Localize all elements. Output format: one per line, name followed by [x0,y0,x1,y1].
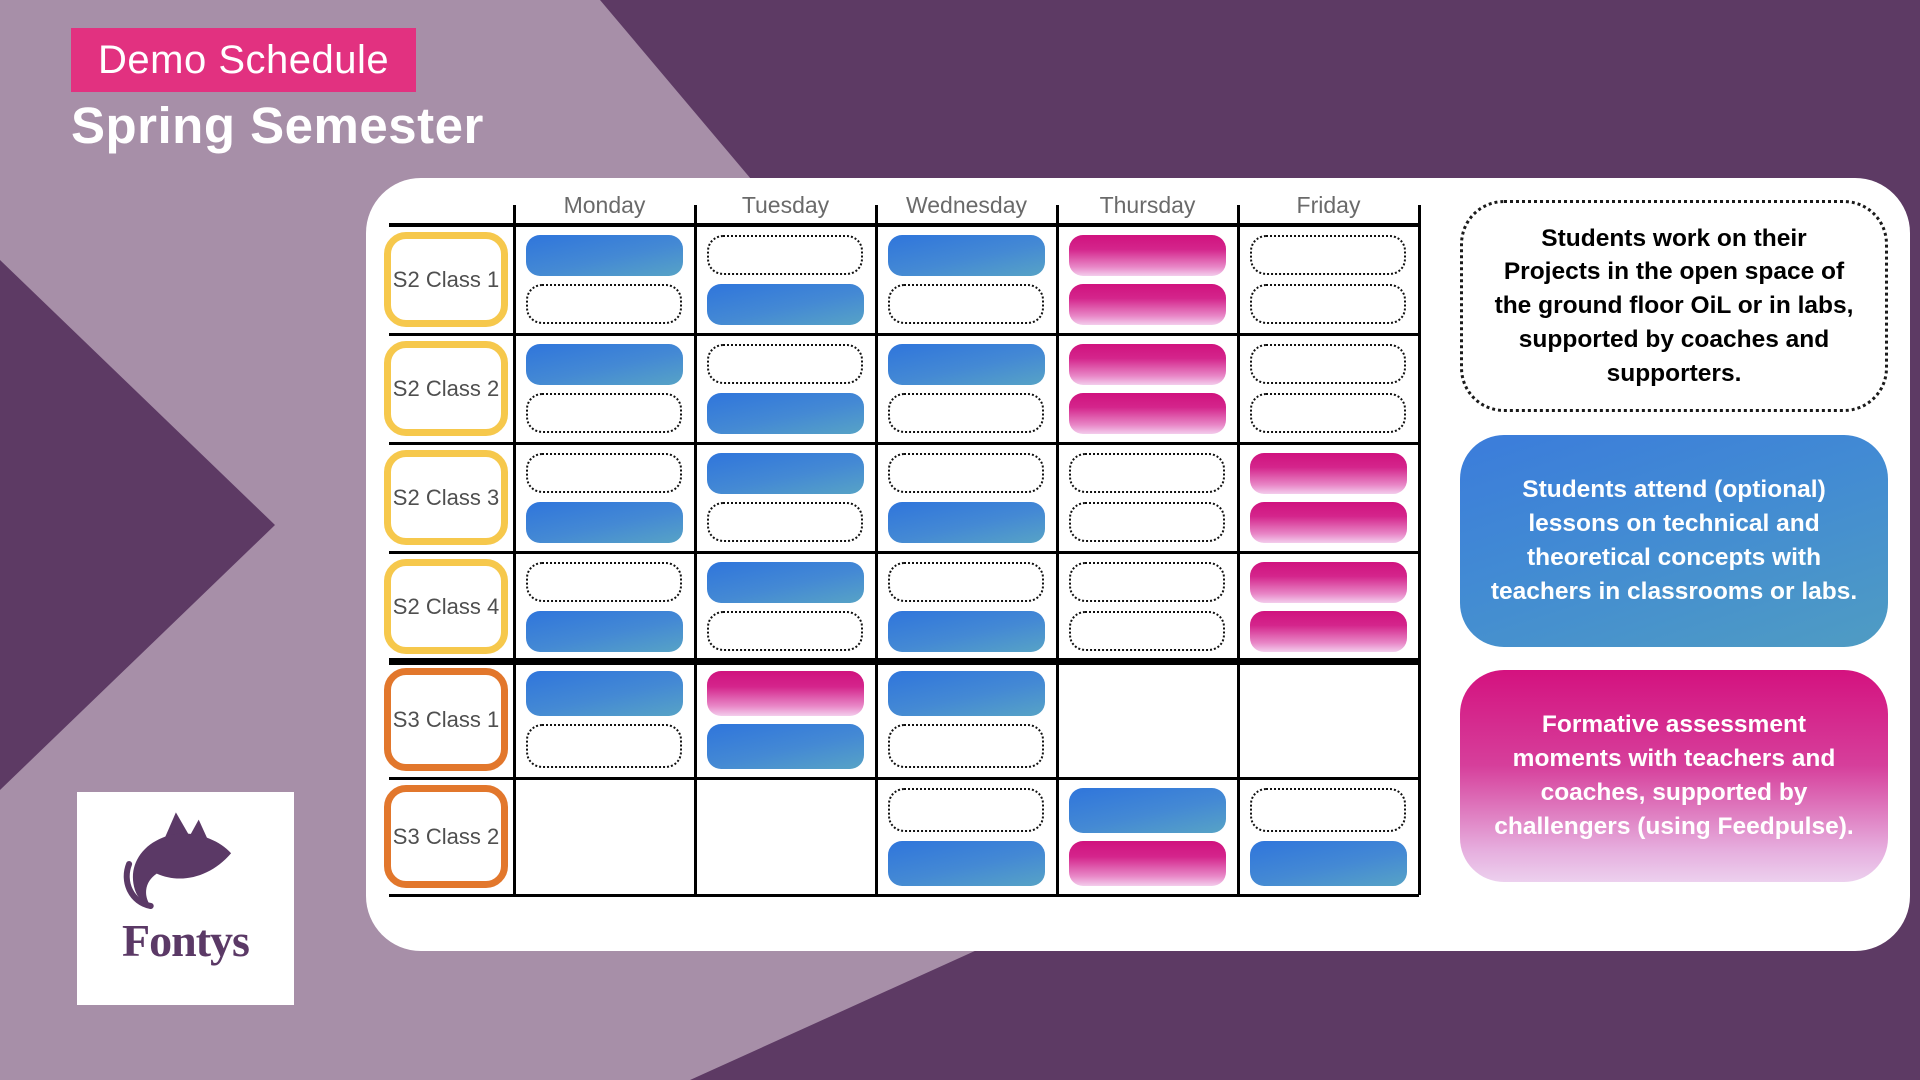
pill-project [526,453,682,493]
pill-lesson [707,562,864,603]
pill-project [707,502,863,542]
legend-assessment-text: Formative assessment moments with teache… [1494,711,1854,840]
fontys-logo-text: Fontys [122,915,250,966]
grid-line [389,550,1419,554]
legend-project-work: Students work on their Projects in the o… [1460,200,1888,412]
pill-assessment [707,671,864,716]
pill-lesson [888,611,1045,652]
pill-lesson [888,502,1045,543]
grid-line [1055,205,1059,895]
pill-lesson [526,235,683,276]
pill-lesson [888,344,1045,385]
grid-line [874,205,878,895]
pill-lesson [526,671,683,716]
page-title: Spring Semester [71,97,484,154]
pill-project [526,562,682,602]
fontys-logo: Fontys [77,792,294,1005]
pill-assessment [1250,611,1407,652]
legend-lessons-text: Students attend (optional) lessons on te… [1490,476,1858,605]
fontys-fox-icon [123,812,232,909]
pill-project [888,393,1044,433]
pill-assessment [1250,453,1407,494]
pill-project [1069,562,1225,602]
grid-line [389,332,1419,336]
pill-assessment [1069,344,1226,385]
class-label-s2-class-3: S2 Class 3 [384,450,508,545]
grid-line [389,893,1419,897]
pill-assessment [1069,284,1226,325]
pill-lesson [888,671,1045,716]
pill-lesson [1069,788,1226,833]
grid-line [1417,205,1421,895]
pill-project [707,235,863,275]
pill-assessment [1069,393,1226,434]
class-label-s2-class-4: S2 Class 4 [384,559,508,654]
day-header-friday: Friday [1296,191,1361,218]
pill-lesson [888,235,1045,276]
pill-lesson [707,284,864,325]
legend-project-text: Students work on their Projects in the o… [1494,224,1854,387]
schedule-badge: Demo Schedule [71,28,417,92]
pill-project [707,611,863,651]
pill-project [1069,453,1225,493]
pill-project [888,724,1044,768]
pill-project [526,724,682,768]
pill-project [1250,235,1406,275]
grid-line [1236,205,1240,895]
pill-lesson [707,393,864,434]
pill-assessment [1250,562,1407,603]
class-label-s3-class-2: S3 Class 2 [384,785,508,888]
pill-project [888,284,1044,324]
pill-lesson [707,724,864,769]
grid-line [512,205,516,895]
pill-project [888,562,1044,602]
pill-project [526,284,682,324]
pill-assessment [1250,502,1407,543]
pill-project [888,788,1044,832]
class-label-s3-class-1: S3 Class 1 [384,668,508,771]
pill-lesson [1250,841,1407,886]
pill-lesson [526,344,683,385]
pill-project [526,393,682,433]
pill-project [1069,611,1225,651]
day-header-tuesday: Tuesday [741,191,830,218]
pill-assessment [1069,841,1226,886]
day-header-thursday: Thursday [1099,191,1196,218]
grid-line [389,657,1419,665]
legend-lessons: Students attend (optional) lessons on te… [1460,435,1888,647]
grid-line [693,205,697,895]
day-header-wednesday: Wednesday [905,191,1028,218]
pill-project [1250,284,1406,324]
pill-assessment [1069,235,1226,276]
class-label-s2-class-2: S2 Class 2 [384,341,508,436]
pill-lesson [526,611,683,652]
pill-project [1250,788,1406,832]
pill-project [888,453,1044,493]
legend-assessment: Formative assessment moments with teache… [1460,670,1888,882]
grid-line [389,441,1419,445]
pill-project [1250,393,1406,433]
schedule-badge-label: Demo Schedule [98,37,390,82]
pill-lesson [707,453,864,494]
pill-project [707,344,863,384]
pill-project [1250,344,1406,384]
class-label-s2-class-1: S2 Class 1 [384,232,508,327]
pill-project [1069,502,1225,542]
grid-line [389,776,1419,780]
day-header-monday: Monday [563,191,646,218]
pill-lesson [526,502,683,543]
pill-lesson [888,841,1045,886]
grid-line [389,223,1419,227]
